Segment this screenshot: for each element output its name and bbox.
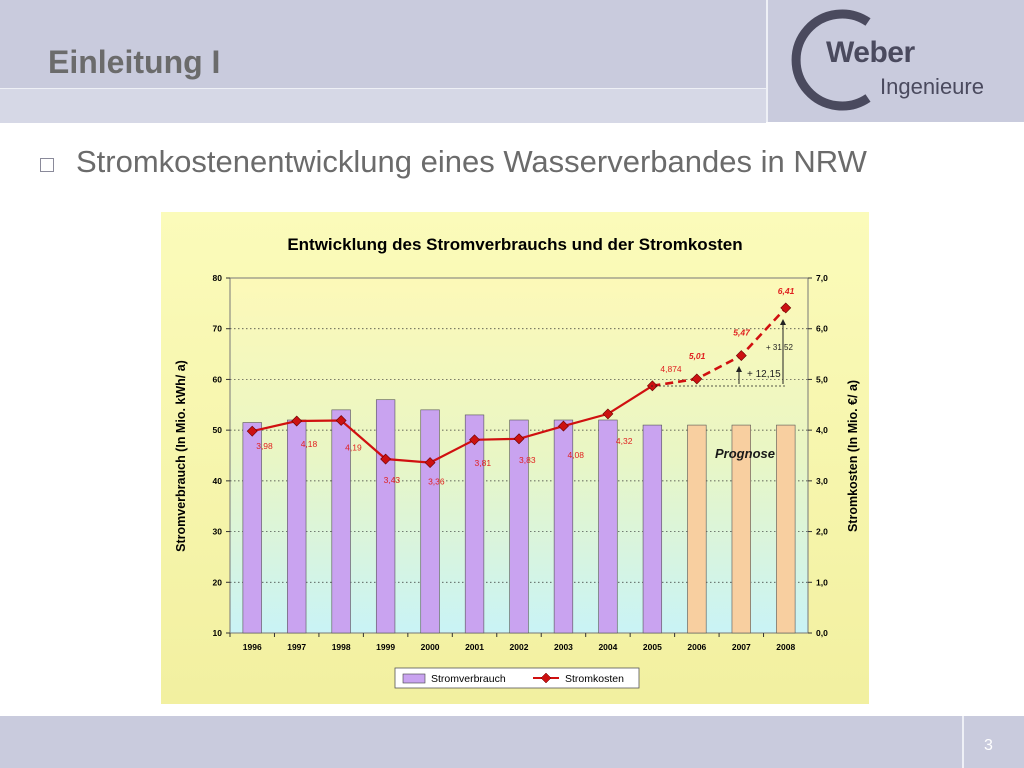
y2-tick-label: 3,0 [816, 476, 828, 486]
logo-wordmark: Weber [826, 36, 915, 69]
cost-data-label: 5,47 [733, 328, 751, 338]
cost-data-label: 3,81 [475, 458, 492, 468]
cost-marker [335, 415, 347, 426]
cost-data-label: 4,32 [616, 436, 633, 446]
x-tick-label: 2003 [554, 642, 573, 652]
cost-data-label: 3,36 [428, 477, 445, 487]
bar [242, 422, 262, 634]
legend-box [394, 667, 640, 689]
x-tick-label: 2008 [776, 642, 795, 652]
cost-data-label: 4,19 [345, 443, 362, 453]
increase-large-arrowhead [780, 319, 786, 325]
legend-marker [540, 672, 552, 684]
cost-data-label: 6,41 [778, 286, 795, 296]
x-tick-label: 2005 [643, 642, 662, 652]
y2-axis-label: Stromkosten (In Mio. €/ a) [846, 380, 860, 532]
y-tick-label: 80 [213, 273, 223, 283]
chart-title: Entwicklung des Stromverbrauchs und der … [287, 235, 742, 254]
bar [287, 419, 307, 634]
y-tick-label: 10 [213, 628, 223, 638]
y-tick-label: 40 [213, 476, 223, 486]
cost-marker [513, 433, 525, 445]
legend-label-stromkosten: Stromkosten [565, 673, 624, 685]
footer-separator [962, 716, 964, 768]
x-tick-label: 2002 [510, 642, 529, 652]
y2-tick-label: 1,0 [816, 577, 828, 587]
bullet-square-icon [40, 158, 54, 172]
y2-tick-label: 7,0 [816, 273, 828, 283]
title-band [0, 88, 766, 123]
bar-forecast [731, 424, 751, 634]
logo-subtitle: Ingenieure [880, 74, 984, 99]
page-number: 3 [984, 737, 993, 754]
cost-data-label: 3,83 [519, 455, 536, 465]
cost-marker [602, 408, 614, 420]
weber-logo-icon [791, 9, 871, 111]
legend-label-stromverbrauch: Stromverbrauch [431, 673, 506, 685]
y-tick-label: 30 [213, 527, 223, 537]
bar-forecast [776, 424, 796, 634]
increase-small-label: + 12,15 [747, 369, 781, 380]
cost-marker [691, 373, 703, 385]
cost-marker [424, 457, 436, 469]
slide-title: Einleitung I [48, 44, 221, 80]
y-tick-label: 60 [213, 374, 223, 384]
increase-large-label: + 31,52 [766, 343, 793, 352]
cost-marker [469, 434, 480, 446]
cost-marker [380, 453, 392, 465]
cost-data-label: 4,08 [567, 450, 584, 460]
bar [598, 419, 618, 634]
cost-data-label: 3,98 [256, 441, 273, 451]
cost-line-solid [251, 384, 653, 464]
cost-marker [780, 302, 792, 314]
y-axis-label: Stromverbrauch (In Mio. kWh/ a) [174, 360, 188, 552]
cost-marker [735, 350, 747, 362]
x-tick-label: 2000 [421, 642, 440, 652]
x-tick-label: 2006 [687, 642, 706, 652]
forecast-label: Prognose [715, 446, 775, 461]
y2-tick-label: 2,0 [816, 527, 828, 537]
cost-data-label: 4,874 [660, 364, 682, 374]
legend: Stromverbrauch Stromkosten [394, 667, 640, 689]
bar [331, 409, 351, 634]
y-tick-label: 50 [213, 425, 223, 435]
bar-forecast [687, 424, 707, 634]
slide-subtitle: Stromkostenentwicklung eines Wasserverba… [76, 144, 867, 179]
x-tick-label: 1999 [376, 642, 395, 652]
y-tick-label: 70 [213, 324, 223, 334]
increase-small-arrowhead [736, 366, 742, 372]
x-tick-label: 1997 [287, 642, 306, 652]
y-tick-label: 20 [213, 577, 223, 587]
y2-tick-label: 6,0 [816, 324, 828, 334]
bar [642, 424, 663, 634]
footer-bar [0, 716, 1024, 768]
stromkosten-chart: Entwicklung des Stromverbrauchs und der … [161, 212, 869, 704]
y2-tick-label: 5,0 [816, 374, 828, 384]
bar [509, 419, 529, 634]
x-tick-label: 2007 [732, 642, 751, 652]
x-tick-label: 1996 [243, 642, 262, 652]
cost-marker [246, 425, 258, 437]
cost-marker [291, 415, 303, 427]
cost-data-label: 4,18 [301, 439, 318, 449]
x-tick-label: 1998 [332, 642, 351, 652]
bar [464, 414, 485, 634]
bar [420, 409, 440, 634]
cost-marker [558, 420, 569, 432]
x-tick-label: 2004 [598, 642, 617, 652]
cost-line-dashed [652, 307, 787, 388]
y2-tick-label: 4,0 [816, 425, 828, 435]
x-tick-label: 2001 [465, 642, 484, 652]
header-separator [766, 0, 768, 122]
cost-data-label: 3,43 [384, 475, 401, 485]
y2-tick-label: 0,0 [816, 628, 828, 638]
bar [553, 419, 574, 634]
bar [375, 399, 396, 634]
legend-swatch-bar [402, 673, 426, 684]
cost-data-label: 5,01 [689, 351, 706, 361]
